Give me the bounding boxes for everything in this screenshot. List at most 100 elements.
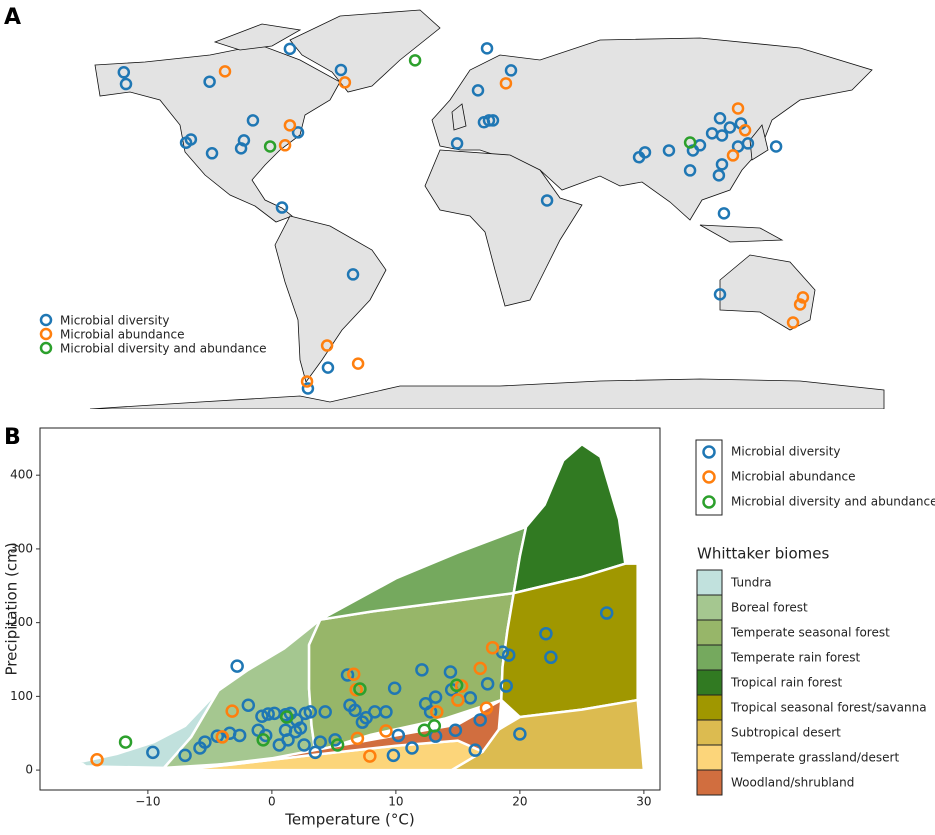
map-point xyxy=(793,298,807,311)
map-point xyxy=(450,137,464,150)
scatter-point xyxy=(280,710,294,724)
map-point xyxy=(263,140,277,153)
map-point xyxy=(203,75,216,88)
scatter-point xyxy=(539,626,553,641)
map-point xyxy=(237,134,251,147)
land xyxy=(719,254,816,331)
legend-label: Tundra xyxy=(730,576,772,590)
y-tick-label: 400 xyxy=(10,468,33,482)
map-point xyxy=(504,64,518,77)
scatter-point xyxy=(415,663,429,677)
scatter-point xyxy=(353,682,367,696)
scatter-point xyxy=(428,690,443,704)
legend-label: Tropical seasonal forest/savanna xyxy=(730,701,927,715)
legend-label: Woodland/shrubland xyxy=(731,776,854,790)
map-point xyxy=(338,76,352,89)
scatter-point xyxy=(379,705,393,719)
scatter-point xyxy=(449,678,464,693)
map-point xyxy=(741,137,755,150)
map-point xyxy=(278,139,292,152)
map-point xyxy=(712,169,726,182)
scatter-point xyxy=(303,705,318,719)
map-point xyxy=(301,382,315,395)
legend-label: Microbial diversity xyxy=(731,445,841,459)
legend-label: Microbial diversity xyxy=(60,314,170,328)
map-point xyxy=(717,207,731,220)
map-point xyxy=(275,201,289,214)
legend-label: Temperate grassland/desert xyxy=(730,751,899,765)
land xyxy=(424,149,583,307)
land xyxy=(274,215,387,383)
map-point xyxy=(499,77,513,90)
land xyxy=(89,378,885,409)
panel-label: B xyxy=(4,425,21,450)
legend-marker xyxy=(702,470,716,484)
legend-key-box xyxy=(695,439,723,516)
legend-label: Microbial abundance xyxy=(60,328,185,342)
scatter-point xyxy=(468,743,482,757)
scatter-point xyxy=(232,728,247,743)
scatter-point xyxy=(278,723,293,738)
scatter-point xyxy=(443,665,458,679)
legend-title: Whittaker biomes xyxy=(697,545,829,563)
legend-label: Microbial diversity and abundance xyxy=(731,495,935,509)
map-point xyxy=(482,114,496,127)
map-point xyxy=(218,65,232,78)
map-point xyxy=(184,133,198,146)
map-point xyxy=(117,66,131,79)
scatter-point xyxy=(485,640,500,655)
x-tick-label: 20 xyxy=(512,795,527,809)
map-point xyxy=(723,121,737,134)
scatter-point xyxy=(451,693,465,707)
scatter-point xyxy=(379,724,393,738)
land xyxy=(94,44,341,223)
map-point xyxy=(638,146,652,159)
scatter-point xyxy=(501,648,516,662)
world-map xyxy=(89,9,885,409)
scatter-point xyxy=(423,705,438,719)
legend-swatch xyxy=(696,619,723,646)
legend-label: Microbial diversity and abundance xyxy=(60,342,266,356)
scatter-point xyxy=(348,703,362,718)
x-tick-label: 30 xyxy=(636,795,651,809)
scatter-point xyxy=(448,723,463,738)
legend-label: Tropical rain forest xyxy=(730,676,843,690)
map-point xyxy=(246,114,260,127)
map-point xyxy=(346,268,360,281)
map-point xyxy=(408,54,422,67)
scatter-point xyxy=(261,707,275,721)
scatter-point xyxy=(473,713,487,727)
x-tick-label: −10 xyxy=(135,795,160,809)
scatter-point xyxy=(210,729,225,743)
legend-marker xyxy=(39,327,53,341)
biome-area xyxy=(512,442,627,595)
scatter-point xyxy=(387,681,402,696)
legend-label: Boreal forest xyxy=(731,601,808,615)
scatter-point xyxy=(599,606,614,620)
x-axis-title: Temperature (°C) xyxy=(284,811,414,829)
map-point xyxy=(769,140,783,153)
scatter-point xyxy=(454,679,469,693)
land xyxy=(289,9,441,93)
scatter-point xyxy=(146,745,160,760)
map-point xyxy=(471,84,485,97)
map-point xyxy=(715,158,729,171)
y-tick-label: 0 xyxy=(25,763,33,777)
scatter-point xyxy=(241,698,256,712)
scatter-point xyxy=(499,679,513,693)
land xyxy=(451,103,467,131)
scatter-point xyxy=(350,731,365,746)
map-point xyxy=(713,288,727,301)
map-point xyxy=(300,375,314,388)
scatter-point xyxy=(297,738,311,752)
scatter-point xyxy=(308,745,323,760)
y-tick-label: 100 xyxy=(10,689,33,703)
map-point xyxy=(283,119,297,132)
map-point xyxy=(683,136,697,149)
scatter-point xyxy=(225,704,239,718)
map-point xyxy=(731,102,745,115)
scatter-point xyxy=(363,749,377,763)
y-axis-title: Precipitation (cm) xyxy=(3,542,21,675)
map-point xyxy=(205,147,219,160)
legend-swatch xyxy=(696,594,723,621)
